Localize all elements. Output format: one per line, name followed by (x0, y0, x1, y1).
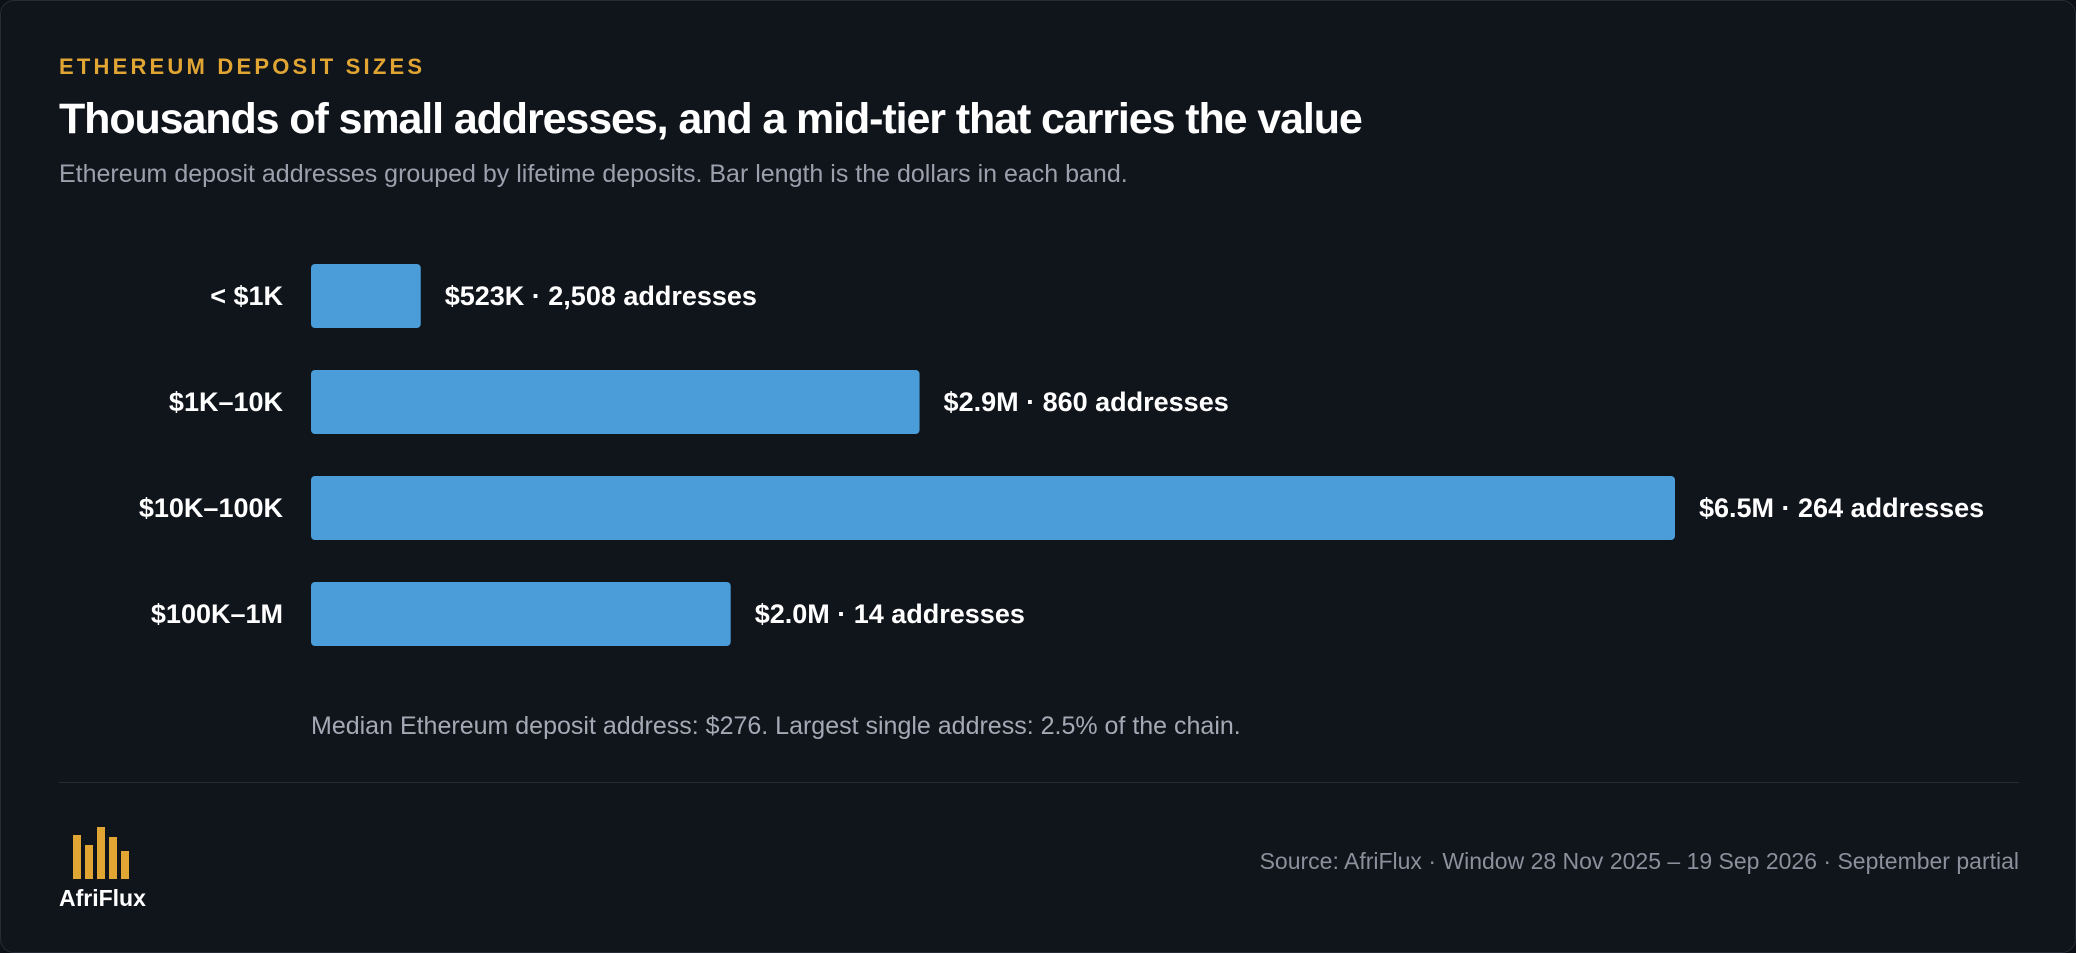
bar-value-label: $2.9M · 860 addresses (944, 387, 1229, 417)
category-label: $1K–10K (169, 387, 284, 417)
category-label: $10K–100K (139, 493, 284, 523)
bar-chart: < $1K $523K · 2,508 addresses $1K–10K $2.9M… (139, 264, 1984, 646)
kicker-label: ETHEREUM DEPOSIT SIZES (59, 54, 426, 79)
bar (311, 370, 920, 434)
category-label: < $1K (210, 281, 283, 311)
category-label: $100K–1M (151, 599, 283, 629)
bar-value-label: $6.5M · 264 addresses (1699, 493, 1984, 523)
source-line: Source: AfriFlux · Window 28 Nov 2025 – … (1259, 848, 2019, 874)
footer-divider (59, 782, 2019, 783)
bar (311, 582, 731, 646)
bar-value-label: $2.0M · 14 addresses (755, 599, 1025, 629)
chart-subtitle: Ethereum deposit addresses grouped by li… (59, 160, 1128, 188)
chart-footnote: Median Ethereum deposit address: $276. L… (311, 712, 1241, 740)
bar (311, 264, 421, 328)
bar-value-label: $523K · 2,508 addresses (445, 281, 757, 311)
chart-title: Thousands of small addresses, and a mid-… (59, 95, 1363, 143)
brand-name: AfriFlux (59, 885, 146, 911)
bar (311, 476, 1675, 540)
brand-logo: AfriFlux (59, 823, 159, 913)
bar-chart-logo-icon (73, 827, 129, 879)
